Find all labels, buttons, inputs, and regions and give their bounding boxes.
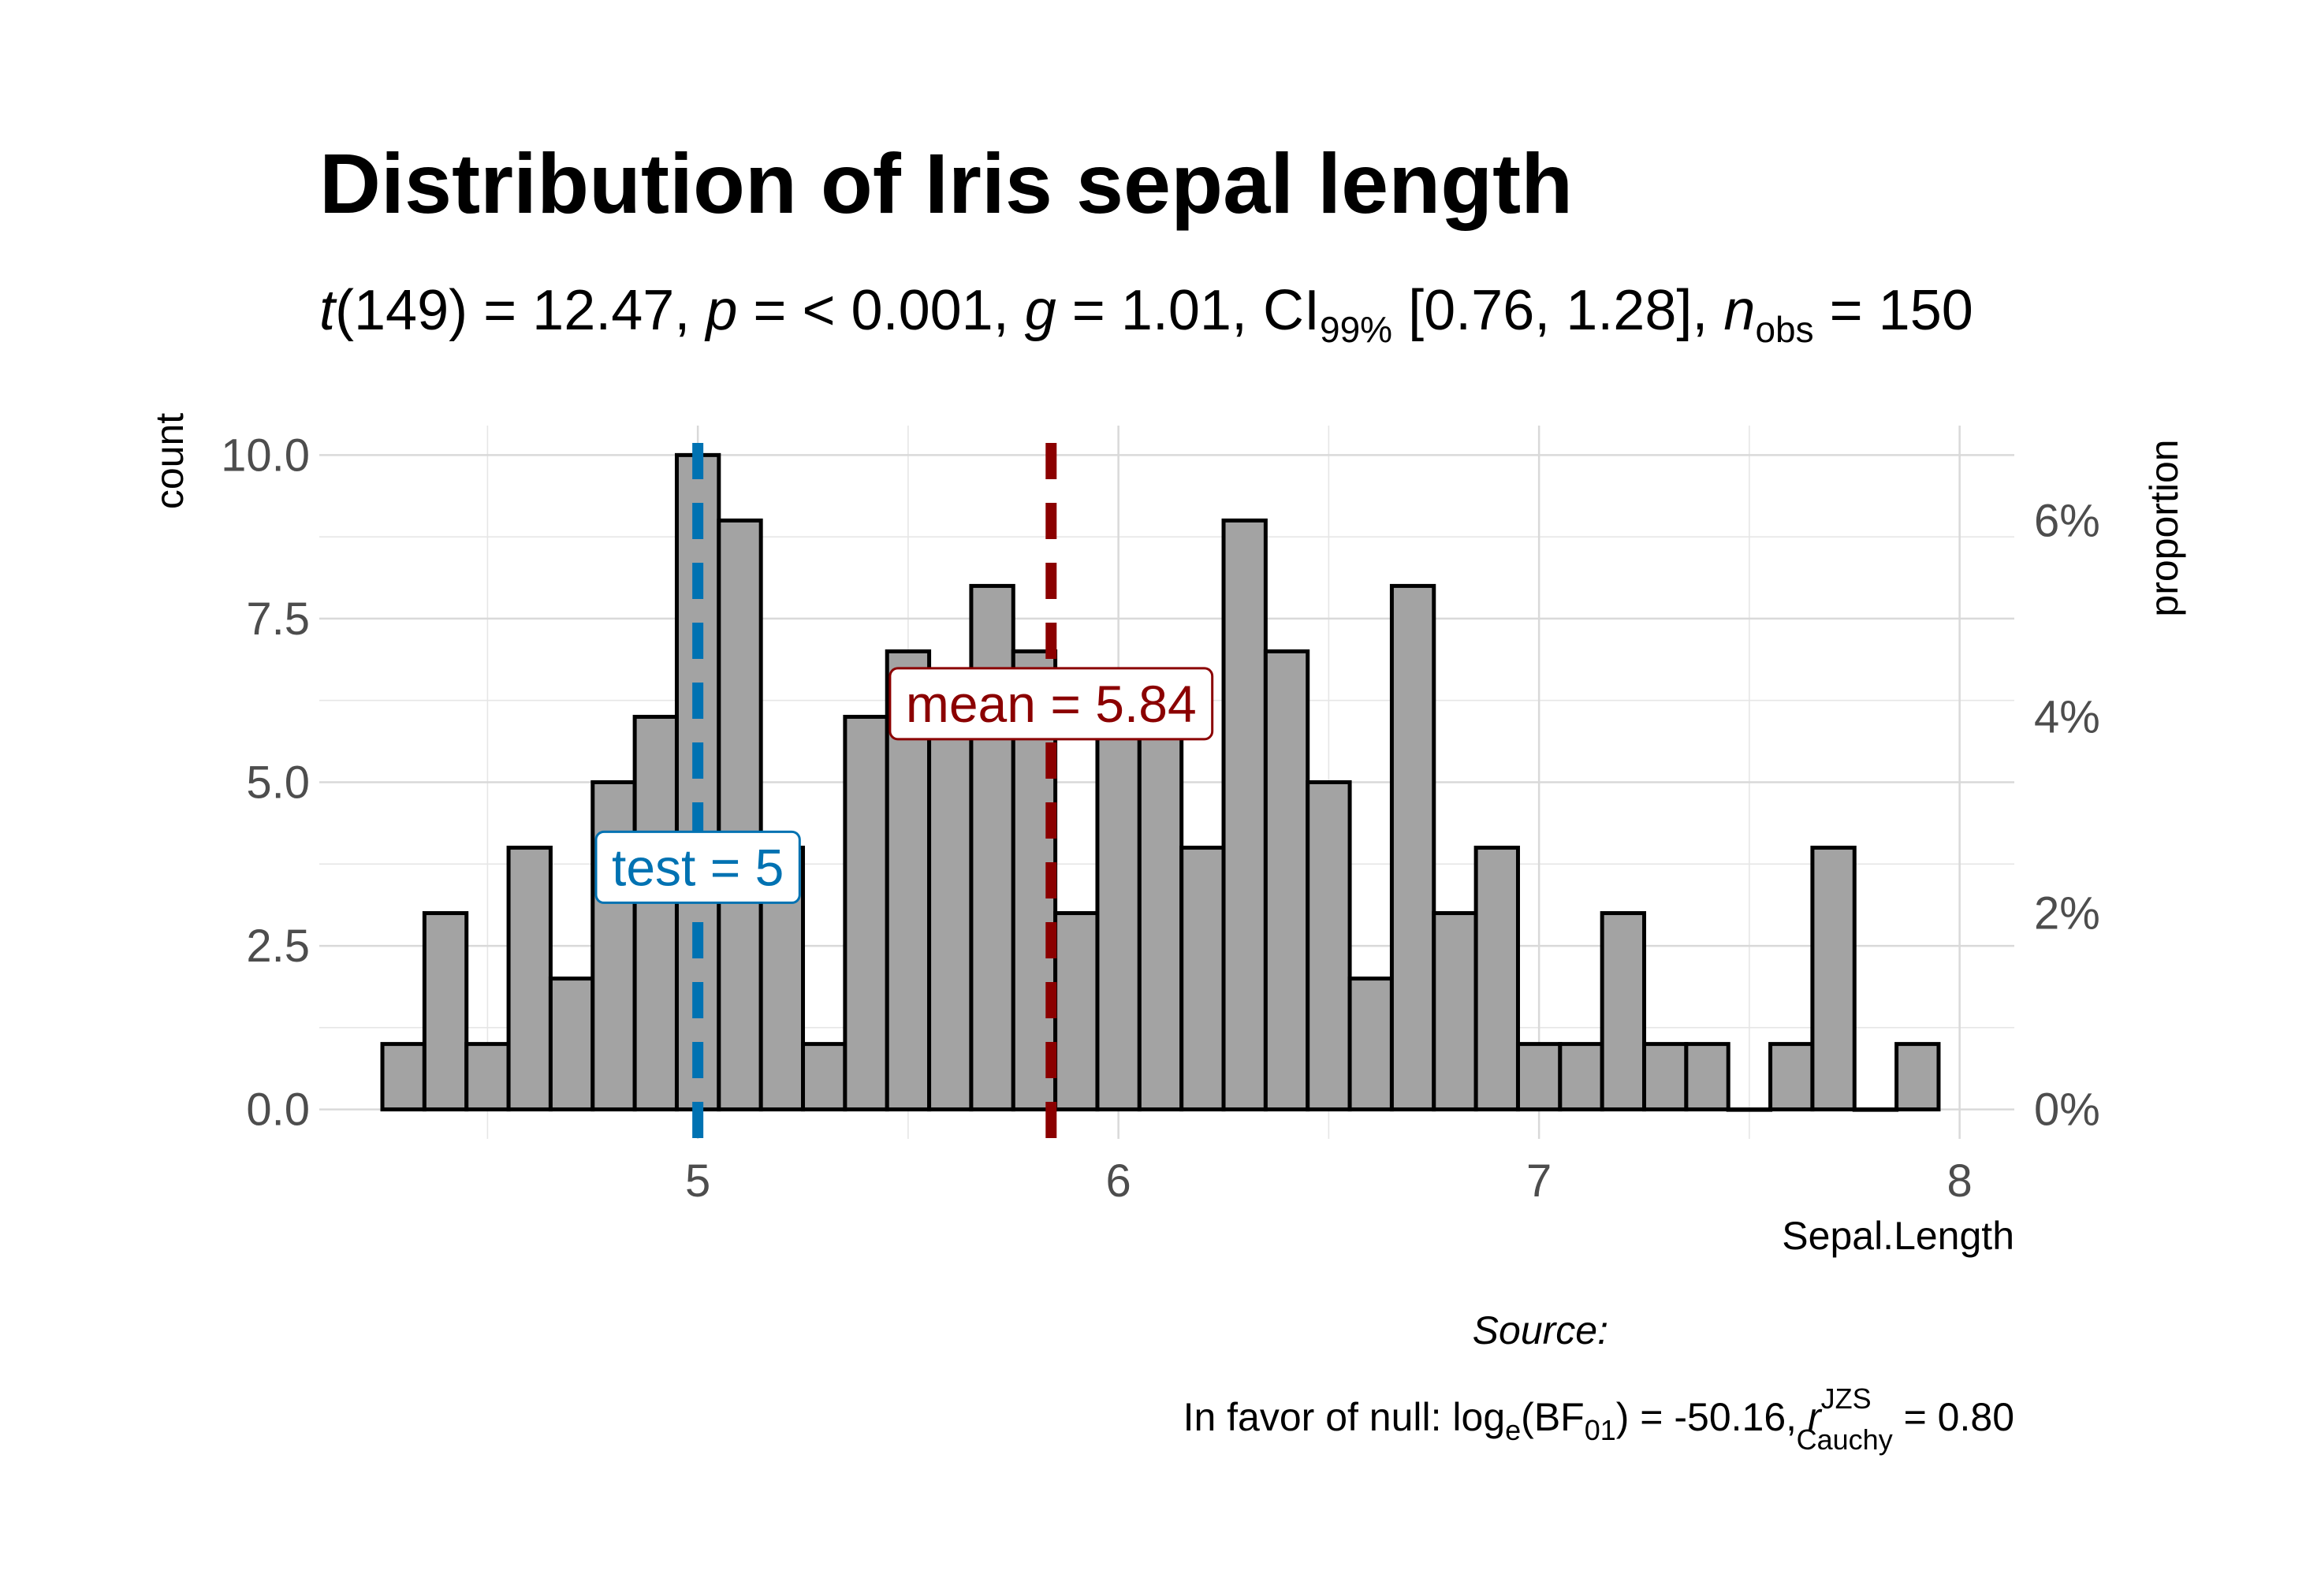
x-tick-label: 8 (1947, 1155, 1973, 1207)
subtitle-ci-level: 99% (1320, 309, 1392, 350)
histogram-bar (1347, 977, 1394, 1112)
reference-lines: test = 5 mean = 5.84 (594, 443, 1214, 1147)
y-tick-label: 10.0 (221, 430, 310, 481)
y2-tick-label: 0% (2034, 1084, 2100, 1136)
reference-label-text: test = 5 (612, 838, 784, 896)
histogram-bar (1473, 846, 1520, 1112)
histogram-bar (801, 1042, 848, 1112)
x-tick-label: 7 (1526, 1155, 1552, 1207)
y2-tick-label: 2% (2034, 888, 2100, 939)
histogram-bar (1642, 1042, 1689, 1112)
y2-tick-label: 4% (2034, 691, 2100, 742)
subtitle-t-value: 12.47 (532, 279, 674, 342)
histogram-bar (1768, 1042, 1815, 1112)
histogram-bar (1137, 714, 1184, 1112)
y-tick-label: 2.5 (246, 921, 310, 972)
x-tick-label: 5 (685, 1155, 710, 1207)
histogram-bar (1600, 911, 1647, 1112)
histogram-bar (422, 911, 469, 1112)
chart-title: Distribution of Iris sepal length (319, 136, 1573, 231)
histogram-bar (506, 846, 553, 1112)
subtitle-n-obs: 150 (1879, 279, 1973, 342)
histogram-bar (1726, 1107, 1773, 1112)
histogram-bar (1389, 583, 1436, 1112)
histogram-bar (1221, 518, 1268, 1112)
x-tick-label: 6 (1106, 1155, 1131, 1207)
histogram-bar (1306, 780, 1352, 1112)
y-tick-label: 5.0 (246, 757, 310, 809)
histogram-bar (380, 1042, 427, 1112)
histogram-bar (1810, 846, 1857, 1112)
histogram-bar (1095, 714, 1142, 1112)
histogram-bar (632, 714, 679, 1112)
histogram-bar (1263, 649, 1310, 1112)
histogram-bar (1432, 911, 1478, 1112)
caption-bayes: In favor of null: loge(BF01) = -50.16, r… (1183, 1382, 2014, 1456)
reference-label-test: test = 5 (594, 830, 801, 904)
histogram-bar (1852, 1107, 1899, 1112)
x-axis-title: Sepal.Length (1782, 1214, 2014, 1258)
histogram-bar (1179, 846, 1226, 1112)
histogram-bar (1558, 1042, 1604, 1112)
histogram-bar (969, 583, 1015, 1112)
subtitle-p-value: < 0.001 (802, 279, 993, 342)
subtitle-g-value: 1.01 (1121, 279, 1231, 342)
y-tick-label: 0.0 (246, 1084, 310, 1136)
histogram-bar (1684, 1042, 1730, 1112)
reference-label-box (888, 667, 1214, 741)
histogram-bar (927, 714, 974, 1112)
reference-label-mean: mean = 5.84 (888, 667, 1214, 741)
subtitle-ci: [0.76, 1.28] (1408, 279, 1692, 342)
histogram-bar (1515, 1042, 1563, 1112)
histogram-bar (548, 977, 595, 1112)
caption-source: Source: (1473, 1308, 1608, 1352)
y2-axis-title: proportion (2142, 439, 2186, 616)
reference-label-text: mean = 5.84 (906, 675, 1197, 733)
histogram-bar (717, 518, 763, 1112)
histogram-bar (1053, 911, 1100, 1112)
histogram-bar (843, 714, 889, 1112)
axis-ticks: 0.0 2.5 5.0 7.5 10.0 5 6 7 8 0% 2% 4% 6% (221, 430, 2100, 1207)
histogram-bar (1894, 1042, 1941, 1112)
chart-subtitle: t(149) = 12.47, p = < 0.001, g = 1.01, C… (319, 279, 1973, 350)
reference-label-box (594, 830, 801, 904)
y-tick-label: 7.5 (246, 593, 310, 645)
histogram-bar (464, 1042, 511, 1112)
y-axis-title: count (147, 413, 192, 509)
y2-tick-label: 6% (2034, 495, 2100, 546)
subtitle-t-df: 149 (354, 279, 449, 342)
